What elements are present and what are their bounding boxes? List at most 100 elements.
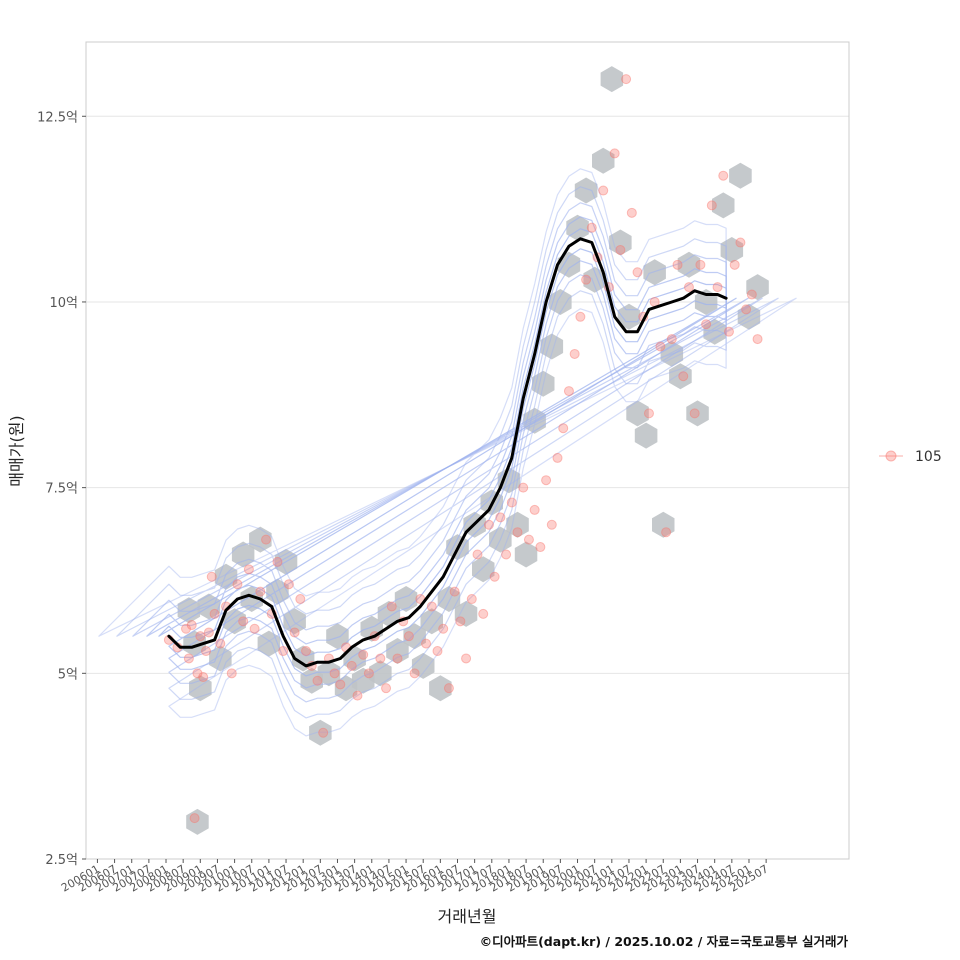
data-point [301,646,312,657]
legend-entry-105: 105 [915,449,942,465]
data-point [278,646,289,657]
hexbin [652,511,675,538]
data-point [672,259,683,270]
data-point [489,571,500,582]
data-point [495,512,506,523]
data-point [741,304,752,315]
data-point [661,527,672,538]
data-point [655,341,666,352]
data-point [438,623,449,634]
data-point [569,348,580,359]
data-point [272,556,283,567]
data-point [329,668,340,679]
data-point [541,475,552,486]
data-point [386,601,397,612]
hexbin [369,660,392,687]
density-contours [98,168,797,737]
data-point [723,326,734,337]
data-point [718,170,729,181]
hexbin [429,675,452,702]
hexbin [506,511,529,538]
data-point [752,334,763,345]
hexbin [514,541,538,568]
data-point [581,274,592,285]
data-point [198,672,209,683]
data-point [243,564,254,575]
data-point [632,267,643,278]
data-point [255,586,266,597]
hexbin [609,229,632,256]
hexbin [411,652,435,679]
plot-panel-border [85,41,850,860]
data-point [295,594,306,605]
data-point [643,408,654,419]
hexbin [643,259,666,286]
hexbin [746,274,769,301]
data-point [346,660,357,671]
data-point [443,683,454,694]
data-point [626,207,637,218]
hexbin [326,623,349,650]
data-point [746,289,757,300]
hexbin [557,251,581,278]
data-point [432,646,443,657]
data-point [181,623,192,634]
data-points [163,74,763,824]
data-point [195,631,206,642]
y-axis-title: 매매가(원) [7,415,26,486]
data-point [455,616,466,627]
data-point [403,631,414,642]
hexbin [686,400,709,427]
hexbin [574,177,598,204]
y-tick-label: 7.5억 [45,482,78,497]
y-tick-label: 10억 [49,296,78,311]
data-point [421,638,432,649]
data-point [318,727,329,738]
data-point [203,627,214,638]
data-point [381,683,392,694]
data-point [701,319,712,330]
density-contour [116,186,779,719]
hexbin [677,251,701,278]
data-point [289,627,300,638]
data-point [712,282,723,293]
data-point [695,259,706,270]
data-point [598,185,609,196]
density-contour [98,168,797,737]
hexbin [454,600,478,627]
data-point [215,638,226,649]
data-point [512,527,523,538]
legend-key-point [885,450,897,462]
hexbin [592,147,615,174]
trend-line [167,237,728,668]
data-point [666,334,677,345]
data-point [409,668,420,679]
data-point [352,690,363,701]
data-point [706,200,717,211]
hexbin [472,556,495,583]
data-point [183,653,194,664]
data-point [232,579,243,590]
data-point [363,668,374,679]
hexbin [626,400,649,427]
data-point [466,594,477,605]
hexbin [231,541,255,568]
data-point [358,649,369,660]
data-point [478,608,489,619]
hexbin [669,363,692,390]
data-point [678,371,689,382]
data-point [261,534,272,545]
data-point [283,579,294,590]
y-tick-label: 2.5억 [45,853,78,868]
data-point [523,534,534,545]
data-point [535,542,546,553]
hexbin [420,608,443,635]
data-point [238,616,249,627]
data-point [472,549,483,560]
data-point [189,813,200,824]
data-point [449,586,460,597]
y-tick-label: 12.5억 [37,110,78,125]
data-point [575,311,586,322]
